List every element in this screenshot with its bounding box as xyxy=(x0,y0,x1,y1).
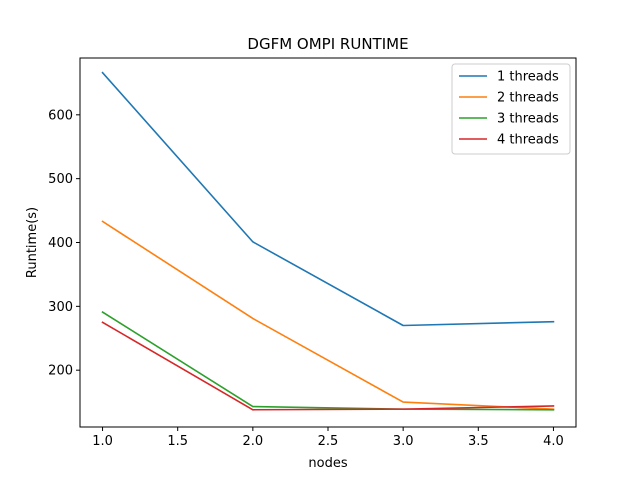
x-axis-ticks: 1.0 1.5 2.0 2.5 3.0 3.5 4.0 xyxy=(92,427,564,449)
y-tick-label: 600 xyxy=(48,108,73,123)
legend-label-2: 2 threads xyxy=(497,91,559,106)
legend-label-4: 4 threads xyxy=(497,133,559,148)
x-tick-label: 1.0 xyxy=(92,434,113,449)
x-tick-label: 4.0 xyxy=(543,434,564,449)
y-axis-ticks: 200 300 400 500 600 xyxy=(48,108,80,379)
x-tick-label: 3.5 xyxy=(468,434,489,449)
x-tick-label: 2.0 xyxy=(243,434,264,449)
series-line-2 xyxy=(101,220,555,410)
x-tick-label: 2.5 xyxy=(318,434,339,449)
x-tick-label: 1.5 xyxy=(167,434,188,449)
y-axis-label: Runtime(s) xyxy=(25,207,40,278)
series-line-1 xyxy=(101,71,555,327)
x-tick-label: 3.0 xyxy=(393,434,414,449)
legend-label-1: 1 threads xyxy=(497,70,559,85)
x-axis-label: nodes xyxy=(308,456,347,471)
legend: 1 threads 2 threads 3 threads 4 threads xyxy=(451,63,571,155)
series-lines xyxy=(101,71,555,411)
chart-title: DGFM OMPI RUNTIME xyxy=(247,35,408,53)
y-tick-label: 200 xyxy=(48,364,73,379)
legend-label-3: 3 threads xyxy=(497,112,559,127)
y-tick-label: 500 xyxy=(48,172,73,187)
y-tick-label: 400 xyxy=(48,236,73,251)
series-line-4 xyxy=(101,321,555,411)
y-tick-label: 300 xyxy=(48,300,73,315)
legend-box xyxy=(451,63,571,155)
series-line-3 xyxy=(101,310,555,411)
